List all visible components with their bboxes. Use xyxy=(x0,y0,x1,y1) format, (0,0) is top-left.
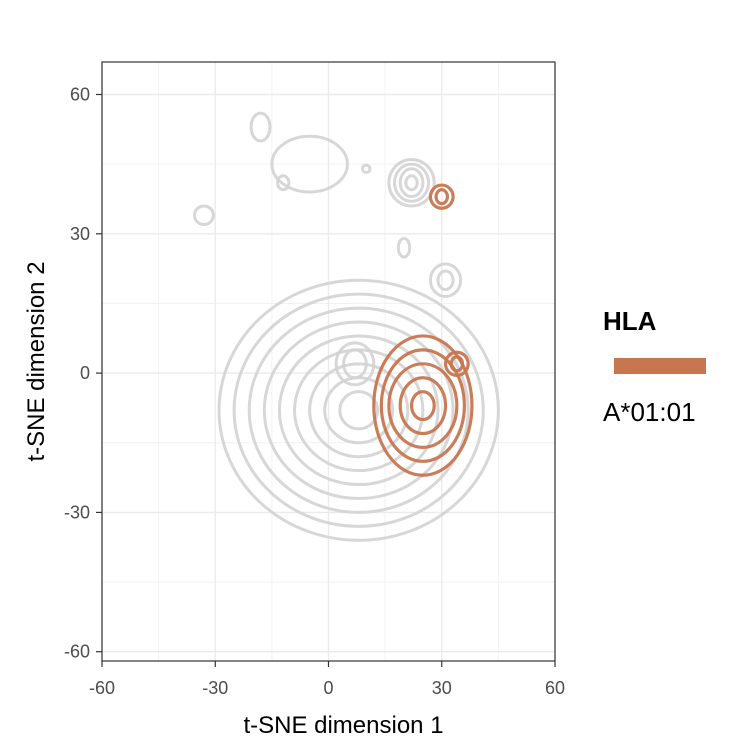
series-background xyxy=(192,111,500,542)
contour-plot-area xyxy=(192,111,500,542)
contour-line xyxy=(249,111,272,143)
x-tick-label: 30 xyxy=(432,678,452,698)
contour-line xyxy=(434,188,450,206)
contour-line xyxy=(449,355,465,373)
contour-line xyxy=(277,334,440,487)
contour-line xyxy=(387,362,459,450)
contour-line xyxy=(396,236,412,259)
x-tick-label: -60 xyxy=(89,678,115,698)
contour-line xyxy=(262,320,455,500)
contour-line xyxy=(443,350,470,378)
x-tick-label: 60 xyxy=(545,678,565,698)
contour-line xyxy=(398,376,448,436)
contour-line xyxy=(232,292,485,528)
legend-title: HLA xyxy=(603,306,657,336)
x-tick-label: -30 xyxy=(202,678,228,698)
y-tick-label: 0 xyxy=(80,363,90,383)
contour-line xyxy=(247,306,470,514)
contour-line xyxy=(342,348,368,380)
series-hla-a-01-01 xyxy=(372,183,474,477)
y-tick-label: 30 xyxy=(70,224,90,244)
contour-line xyxy=(334,341,376,387)
contour-line xyxy=(428,262,463,298)
x-tick-label: 0 xyxy=(323,678,333,698)
contour-line xyxy=(409,390,436,422)
contour-line xyxy=(379,348,467,463)
contour-line xyxy=(338,390,380,431)
contour-line xyxy=(404,174,419,192)
contour-line xyxy=(308,362,410,459)
contour-line xyxy=(360,163,372,175)
y-tick-label: 60 xyxy=(70,85,90,105)
y-axis-title: t-SNE dimension 2 xyxy=(23,261,50,461)
contour-line xyxy=(393,162,431,203)
contour-line xyxy=(398,167,425,199)
y-tick-label: -60 xyxy=(64,642,90,662)
legend: HLA A*01:01 xyxy=(603,306,706,427)
contour-line xyxy=(436,269,455,292)
legend-key xyxy=(614,358,706,374)
contour-line xyxy=(428,183,455,210)
contour-line xyxy=(372,334,474,477)
x-axis-title: t-SNE dimension 1 xyxy=(243,712,443,739)
contour-line xyxy=(270,134,349,194)
contour-line xyxy=(276,174,291,192)
contour-line xyxy=(192,204,215,227)
contour-line xyxy=(387,158,436,208)
contour-line xyxy=(217,278,500,542)
axes: -60 -30 0 30 60 -60 -30 0 30 60 t-SNE dimension 1 t… xyxy=(23,61,565,739)
legend-label: A*01:01 xyxy=(603,397,696,427)
y-tick-label: -30 xyxy=(64,502,90,522)
